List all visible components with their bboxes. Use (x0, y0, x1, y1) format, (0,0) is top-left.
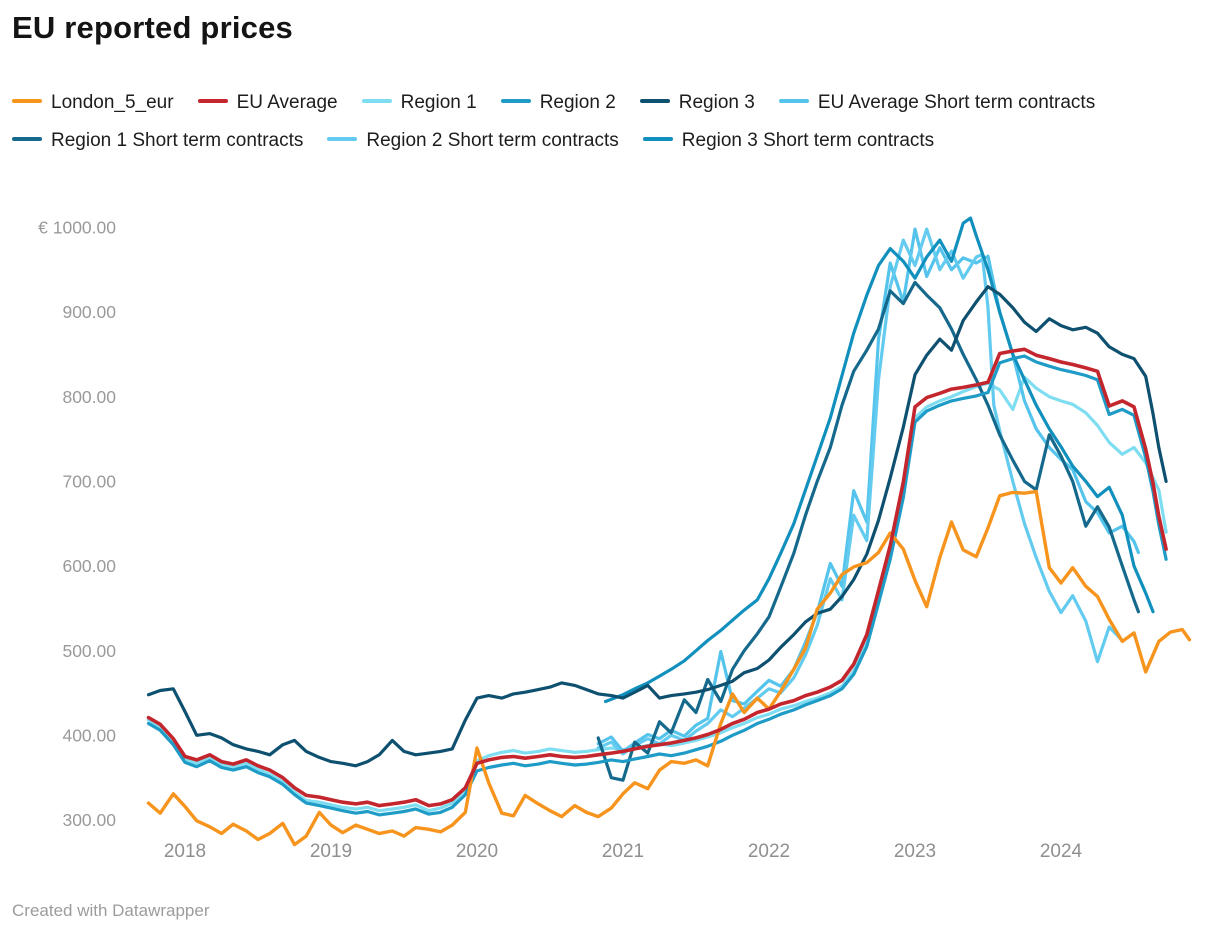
legend-label: Region 3 (678, 92, 755, 113)
y-axis-label: 400.00 (62, 725, 116, 745)
series-line-region-3-short-term-contracts[interactable] (603, 216, 1155, 704)
legend-swatch (639, 98, 670, 103)
legend-label: Region 2 Short term contracts (366, 130, 619, 151)
legend-swatch (778, 98, 809, 103)
legend-item: Region 3 Short term contracts (642, 130, 935, 151)
y-axis-label: 600.00 (62, 556, 116, 576)
x-axis-label: 2019 (310, 841, 352, 862)
legend-item: Region 1 Short term contracts (12, 130, 303, 151)
legend-label: Region 2 (539, 92, 616, 113)
legend-label: Region 3 Short term contracts (681, 130, 935, 151)
legend-swatch (12, 98, 42, 103)
series-line-london-5-eur[interactable] (146, 489, 1192, 847)
series-line-region-1-short-term-contracts[interactable] (596, 280, 1141, 782)
series-line-region-3[interactable] (146, 285, 1168, 768)
legend-label: Region 1 Short term contracts (51, 130, 304, 151)
series-line-region-2-short-term-contracts[interactable] (596, 227, 1124, 756)
y-axis-label: 300.00 (62, 810, 116, 830)
legend-swatch (500, 98, 531, 103)
series-line-eu-average-short-term-contracts[interactable] (596, 227, 1141, 754)
series-line-eu-average[interactable] (146, 347, 1168, 808)
legend: London_5_eur EU Average Region 1 Region 2 Re… (12, 84, 1147, 160)
x-axis-label: 2022 (748, 841, 790, 862)
legend-item: Region 2 Short term contracts (327, 130, 619, 151)
y-axis-label: € 1000.00 (38, 218, 116, 238)
y-axis-label: 700.00 (62, 471, 116, 491)
legend-item: EU Average (197, 92, 338, 113)
x-axis-label: 2018 (164, 841, 206, 862)
legend-swatch (361, 98, 392, 103)
legend-item: Region 3 (639, 92, 755, 113)
legend-item: Region 2 (500, 92, 616, 113)
x-axis-label: 2020 (456, 841, 498, 862)
legend-item: Region 1 (361, 92, 477, 113)
legend-swatch (12, 136, 42, 141)
line-chart: € 1000.00 900.00 800.00 700.00 600.00 500.00 4… (38, 216, 1192, 862)
legend-label: London_5_eur (51, 92, 174, 113)
legend-swatch (197, 98, 228, 103)
legend-swatch (327, 136, 358, 141)
legend-label: EU Average (236, 92, 338, 113)
y-axis-label: 500.00 (62, 641, 116, 661)
attribution: Created with Datawrapper (12, 901, 210, 920)
series-line-region-2[interactable] (146, 354, 1168, 817)
legend-label: Region 1 (400, 92, 477, 113)
legend-label: EU Average Short term contracts (817, 92, 1096, 113)
legend-item: London_5_eur (12, 92, 174, 113)
legend-swatch (642, 136, 673, 141)
legend-item: EU Average Short term contracts (778, 92, 1096, 113)
x-axis-label: 2021 (602, 841, 644, 862)
y-axis-label: 900.00 (62, 302, 116, 322)
chart-title: EU reported prices (12, 10, 293, 45)
y-axis-label: 800.00 (62, 387, 116, 407)
x-axis-label: 2023 (894, 841, 936, 862)
x-axis-label: 2024 (1040, 841, 1083, 862)
